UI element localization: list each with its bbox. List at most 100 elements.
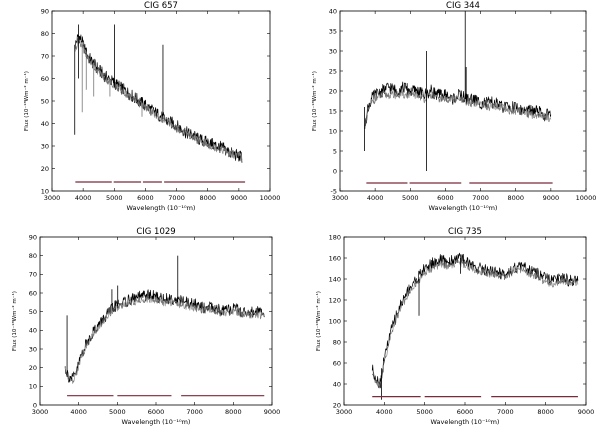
x-tick-label: 9000 bbox=[543, 194, 560, 202]
x-tick-label: 8000 bbox=[537, 408, 554, 416]
y-tick-label: 0 bbox=[333, 167, 337, 175]
panel-title: CIG 735 bbox=[448, 227, 482, 237]
series-model-line bbox=[75, 38, 243, 161]
y-tick-label: 30 bbox=[329, 47, 337, 55]
y-tick-label: 90 bbox=[41, 7, 49, 15]
y-tick-label: 80 bbox=[29, 252, 37, 260]
panel-data bbox=[64, 255, 265, 397]
series-model-line bbox=[371, 259, 579, 387]
series-observed-line bbox=[371, 252, 579, 389]
panel-title: CIG 1029 bbox=[136, 227, 175, 237]
x-tick-label: 4000 bbox=[75, 194, 92, 202]
y-tick-label: 40 bbox=[41, 120, 49, 128]
panel-2: CIG 344 3000 4000 5000 6000 7000 8000 9000 10000… bbox=[311, 1, 596, 212]
panel-title: CIG 344 bbox=[446, 1, 480, 11]
x-tick-label: 8000 bbox=[225, 408, 242, 416]
y-axis-label: Flux (10⁻¹⁸Wm⁻² m⁻¹) bbox=[311, 71, 318, 131]
y-tick-label: 80 bbox=[41, 30, 49, 38]
x-tick-label: 6000 bbox=[457, 408, 474, 416]
y-tick-label: 5 bbox=[333, 147, 337, 155]
y-tick-label: 20 bbox=[333, 401, 341, 409]
y-tick-label: 80 bbox=[333, 338, 341, 346]
panel-title: CIG 657 bbox=[144, 1, 178, 11]
x-tick-label: 3000 bbox=[332, 194, 349, 202]
y-tick-label: 20 bbox=[29, 364, 37, 372]
x-axis-label: Wavelength (10⁻¹⁰m) bbox=[429, 204, 498, 212]
x-axis-label: Wavelength (10⁻¹⁰m) bbox=[122, 418, 191, 426]
y-tick-label: 10 bbox=[41, 187, 49, 195]
panel-data bbox=[364, 11, 553, 184]
x-tick-label: 8000 bbox=[199, 194, 216, 202]
y-tick-label: 100 bbox=[329, 317, 341, 325]
y-tick-label: 15 bbox=[329, 107, 337, 115]
x-tick-label: 5000 bbox=[106, 194, 123, 202]
x-tick-label: 9000 bbox=[231, 194, 248, 202]
x-tick-label: 4000 bbox=[70, 408, 87, 416]
y-tick-label: 180 bbox=[329, 233, 341, 241]
y-tick-label: 35 bbox=[329, 27, 337, 35]
x-tick-label: 9000 bbox=[264, 408, 281, 416]
x-axis-label: Wavelength (10⁻¹⁰m) bbox=[431, 418, 500, 426]
y-tick-label: 50 bbox=[41, 97, 49, 105]
x-tick-label: 7000 bbox=[168, 194, 185, 202]
plot-frame bbox=[51, 10, 271, 192]
y-axis-label: Flux (10⁻¹⁸Wm⁻² m⁻¹) bbox=[23, 71, 30, 131]
x-tick-label: 6000 bbox=[437, 194, 454, 202]
series-observed-line bbox=[75, 34, 243, 163]
x-tick-label: 9000 bbox=[578, 408, 595, 416]
x-tick-label: 5000 bbox=[402, 194, 419, 202]
x-tick-label: 8000 bbox=[507, 194, 524, 202]
y-tick-label: 40 bbox=[29, 327, 37, 335]
panel-1: CIG 657 3000 4000 5000 6000 7000 8000 9000 10000… bbox=[23, 1, 280, 212]
x-tick-label: 3000 bbox=[32, 408, 49, 416]
y-axis-label: Flux (10⁻¹⁸Wm⁻² m⁻¹) bbox=[11, 291, 18, 351]
y-axis-label: Flux (10⁻¹⁸Wm⁻² m⁻¹) bbox=[315, 291, 322, 351]
x-tick-label: 7000 bbox=[472, 194, 489, 202]
y-tick-label: 50 bbox=[29, 308, 37, 316]
y-tick-label: 0 bbox=[33, 401, 37, 409]
panel-data bbox=[74, 24, 246, 183]
series-model-line bbox=[364, 90, 552, 130]
y-tick-label: 40 bbox=[333, 380, 341, 388]
y-tick-label: 70 bbox=[29, 271, 37, 279]
x-tick-label: 10000 bbox=[260, 194, 281, 202]
y-tick-label: 60 bbox=[41, 75, 49, 83]
series-observed-line bbox=[64, 289, 265, 383]
panel-3: CIG 1029 3000 4000 5000 6000 7000 8000 9000 0 10 2… bbox=[11, 227, 280, 426]
y-tick-label: 140 bbox=[329, 275, 341, 283]
y-tick-label: 60 bbox=[333, 359, 341, 367]
x-tick-label: 10000 bbox=[576, 194, 597, 202]
y-tick-label: 30 bbox=[29, 345, 37, 353]
x-tick-label: 5000 bbox=[416, 408, 433, 416]
x-tick-label: 3000 bbox=[336, 408, 353, 416]
y-tick-label: -5 bbox=[331, 187, 337, 195]
y-tick-label: 30 bbox=[41, 142, 49, 150]
plot-frame bbox=[39, 236, 273, 406]
y-tick-label: 10 bbox=[329, 127, 337, 135]
y-tick-label: 160 bbox=[329, 254, 341, 262]
series-model-line bbox=[64, 295, 265, 384]
x-tick-label: 4000 bbox=[367, 194, 384, 202]
panel-data bbox=[371, 252, 579, 400]
x-axis-label: Wavelength (10⁻¹⁰m) bbox=[127, 204, 196, 212]
x-tick-label: 3000 bbox=[44, 194, 61, 202]
y-tick-label: 20 bbox=[329, 87, 337, 95]
y-tick-label: 90 bbox=[29, 233, 37, 241]
y-tick-label: 10 bbox=[29, 383, 37, 391]
y-tick-label: 20 bbox=[41, 165, 49, 173]
plot-frame bbox=[339, 10, 587, 192]
x-tick-label: 4000 bbox=[376, 408, 393, 416]
x-tick-label: 5000 bbox=[109, 408, 126, 416]
x-tick-label: 6000 bbox=[148, 408, 165, 416]
y-tick-label: 40 bbox=[329, 7, 337, 15]
series-observed-line bbox=[364, 81, 552, 130]
y-tick-label: 25 bbox=[329, 67, 337, 75]
x-tick-label: 6000 bbox=[137, 194, 154, 202]
y-tick-label: 120 bbox=[329, 296, 341, 304]
y-tick-label: 60 bbox=[29, 289, 37, 297]
x-tick-label: 7000 bbox=[186, 408, 203, 416]
panel-4: CIG 735 3000 4000 5000 6000 7000 8000 9000 20 40 6… bbox=[315, 227, 594, 426]
x-tick-label: 7000 bbox=[497, 408, 514, 416]
